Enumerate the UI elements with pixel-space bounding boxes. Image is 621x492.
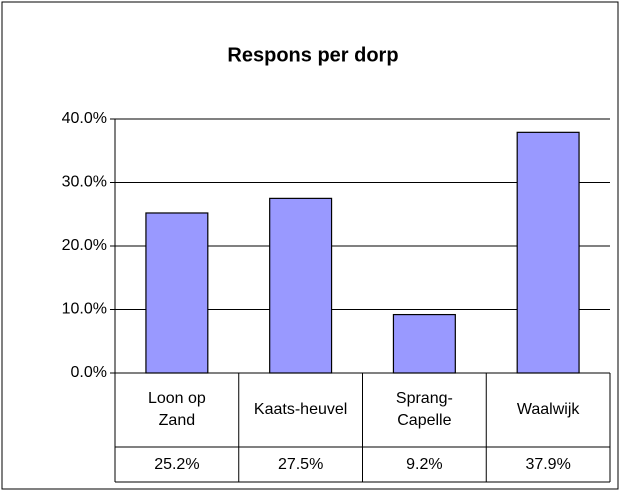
value-label: 25.2% [154,455,200,473]
value-label: 27.5% [277,455,324,473]
y-tick-label: 10.0% [62,301,107,318]
category-label: Waalwijk [516,401,580,418]
category-label: Kaats-heuvel [253,401,348,418]
category-label: Sprang-Capelle [395,390,453,429]
y-tick-label: 30.0% [62,174,107,191]
category-label: Loon op Zand [147,390,206,429]
bar [516,131,580,374]
bar [269,197,333,374]
chart-title: Respons per dorp [227,44,398,66]
bar [392,313,456,374]
y-tick-label: 20.0% [62,237,107,254]
y-tick-label: 40.0% [62,110,107,127]
y-tick-label: 0.0% [71,364,107,381]
value-label: 9.2% [406,455,443,473]
value-label: 37.9% [525,455,571,473]
bar [145,212,209,374]
